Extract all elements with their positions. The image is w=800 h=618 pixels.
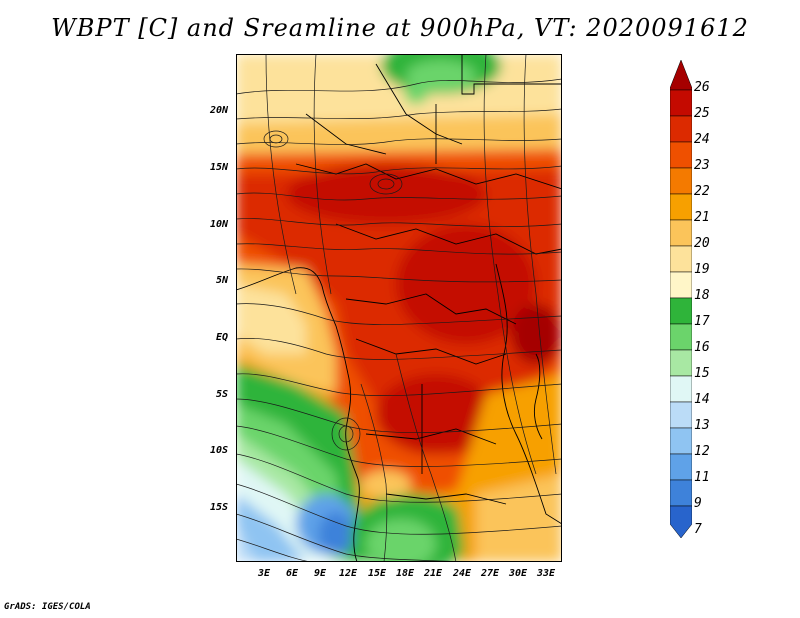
colorbar-label: 24 xyxy=(694,132,710,147)
lon-label: 9E xyxy=(313,568,327,579)
colorbar-label: 18 xyxy=(694,288,710,303)
colorbar xyxy=(670,60,692,539)
lat-label: 10S xyxy=(209,445,228,456)
lon-label: 6E xyxy=(285,568,299,579)
lat-label: 5S xyxy=(215,389,228,400)
colorbar-label: 25 xyxy=(694,106,710,121)
colorbar-label: 20 xyxy=(694,236,710,251)
lon-label: 27E xyxy=(480,568,500,579)
colorbar-segment xyxy=(670,167,692,195)
streamlines xyxy=(236,54,562,562)
colorbar-segment xyxy=(670,323,692,351)
colorbar-segment xyxy=(670,297,692,325)
colorbar-segment xyxy=(670,245,692,273)
colorbar-segment xyxy=(670,427,692,455)
colorbar-label: 23 xyxy=(694,158,710,173)
lon-label: 18E xyxy=(395,568,415,579)
lat-label: EQ xyxy=(215,332,228,343)
colorbar-segment xyxy=(670,141,692,169)
lat-label: 5N xyxy=(215,275,228,286)
colorbar-segment xyxy=(670,401,692,429)
colorbar-label: 22 xyxy=(694,184,710,199)
lon-label: 15E xyxy=(367,568,387,579)
lon-label: 30E xyxy=(508,568,528,579)
colorbar-label: 14 xyxy=(694,392,710,407)
wbpt-field xyxy=(236,54,562,562)
colorbar-segment xyxy=(670,115,692,143)
colorbar-label: 9 xyxy=(694,496,702,511)
map-frame xyxy=(236,54,562,562)
colorbar-segment xyxy=(670,479,692,507)
colorbar-segment xyxy=(670,60,692,91)
colorbar-label: 7 xyxy=(694,522,702,537)
colorbar-segment xyxy=(670,271,692,299)
colorbar-segment xyxy=(670,375,692,403)
colorbar-segment xyxy=(670,193,692,221)
lon-label: 3E xyxy=(257,568,271,579)
colorbar-segment xyxy=(670,349,692,377)
colorbar-segment xyxy=(670,89,692,117)
lat-label: 10N xyxy=(209,219,228,230)
colorbar-segment xyxy=(670,453,692,481)
colorbar-label: 21 xyxy=(694,210,710,225)
lon-label: 24E xyxy=(452,568,472,579)
colorbar-label: 26 xyxy=(694,80,710,95)
colorbar-label: 19 xyxy=(694,262,710,277)
colorbar-label: 12 xyxy=(694,444,710,459)
colorbar-segment xyxy=(670,219,692,247)
map-title: WBPT [C] and Sreamline at 900hPa, VT: 20… xyxy=(51,14,749,42)
wbpt-map xyxy=(236,54,562,562)
lon-label: 21E xyxy=(423,568,443,579)
credit-text: GrADS: IGES/COLA xyxy=(4,602,91,612)
lat-label: 15N xyxy=(209,162,228,173)
lat-label: 15S xyxy=(209,502,228,513)
lon-label: 12E xyxy=(338,568,358,579)
coastline xyxy=(236,54,562,562)
colorbar-segment xyxy=(670,505,692,539)
colorbar-label: 15 xyxy=(694,366,710,381)
colorbar-label: 16 xyxy=(694,340,710,355)
colorbar-label: 11 xyxy=(694,470,710,485)
lat-label: 20N xyxy=(209,105,228,116)
colorbar-label: 13 xyxy=(694,418,710,433)
lon-label: 33E xyxy=(536,568,556,579)
colorbar-label: 17 xyxy=(694,314,710,329)
